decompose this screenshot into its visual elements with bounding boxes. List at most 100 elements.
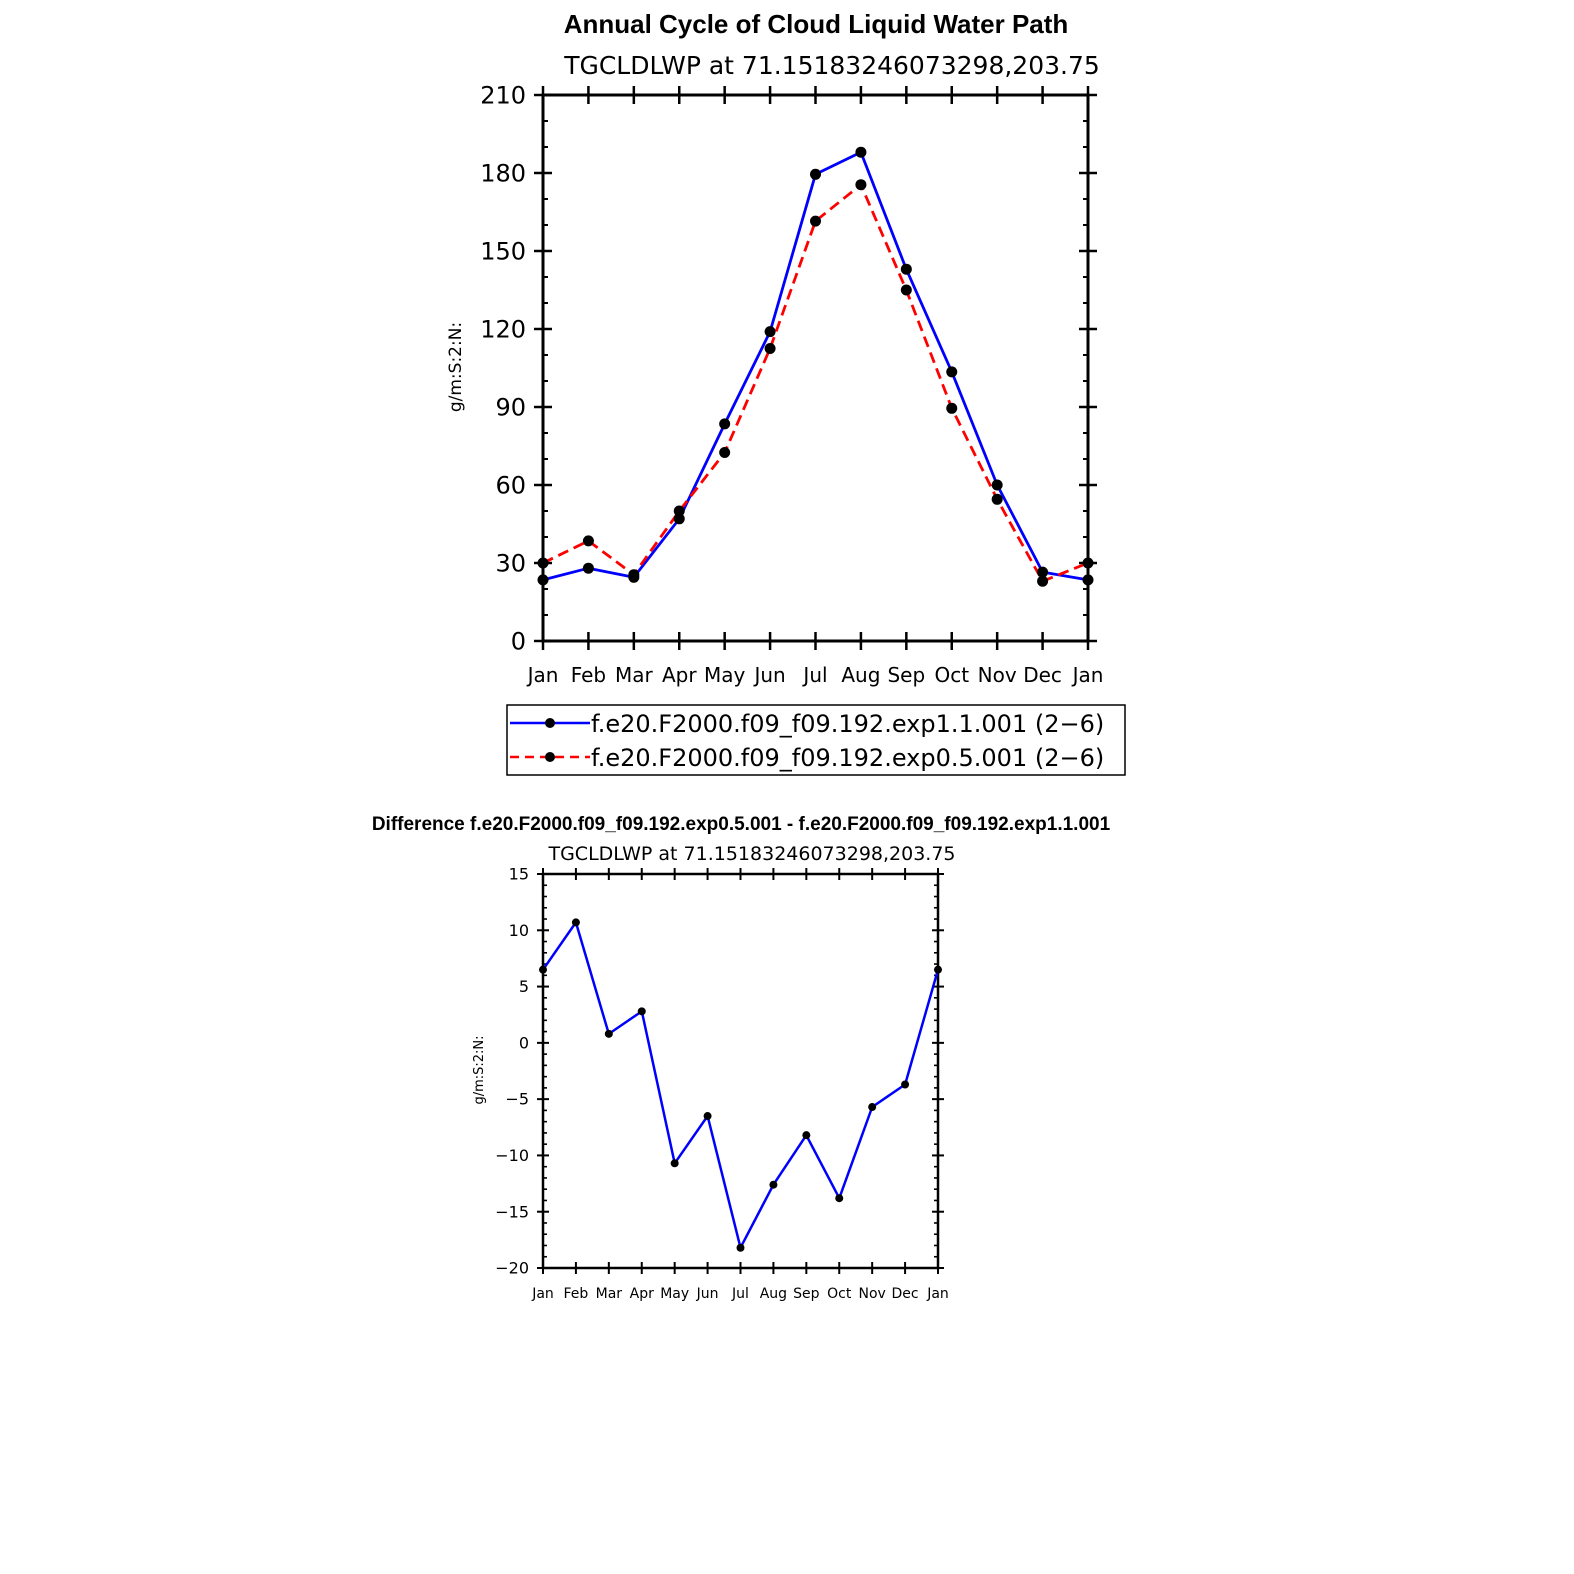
series-0-point [901,1080,910,1089]
x-tick-label: Jan [531,1286,554,1302]
x-tick-label: Nov [978,663,1017,687]
series-0-point [673,513,685,525]
x-tick-label: Oct [827,1286,852,1302]
y-tick-label: 180 [480,159,526,187]
x-tick-label: Aug [760,1286,787,1302]
chart2-subtitle: TGCLDLWP at 71.15183246073298,203.75 [547,843,955,865]
series-0-point [537,574,549,586]
series-0-point [946,366,958,378]
series-0-point [868,1103,877,1112]
y-tick-label: 210 [480,81,526,109]
y-tick-label: 0 [519,1033,529,1052]
series-0-point [719,418,731,430]
chart1-title: Annual Cycle of Cloud Liquid Water Path [564,9,1069,39]
series-1-point [1082,557,1094,569]
chart1-legend: f.e20.F2000.f09_f09.192.exp1.1.001 (2−6)… [506,704,1126,776]
legend-label-exp1: f.e20.F2000.f09_f09.192.exp1.1.001 (2−6) [591,710,1104,738]
series-1-point [855,179,867,191]
series-1-point [1037,575,1049,587]
series-0-point [670,1159,679,1168]
chart1-x-tick-labels: Jan Feb Mar Apr May Jun Jul Aug Sep Oct Nov Dec Jan [526,663,1104,687]
y-tick-label: −5 [505,1090,529,1109]
legend-box [506,704,1126,776]
legend-marker-exp1 [545,718,555,728]
x-tick-label: Apr [630,1286,654,1302]
x-tick-label: May [660,1286,689,1302]
chart2-ylabel: g/m:S:2:N: [472,1035,487,1104]
series-1-point [810,215,821,227]
series-0-point [571,918,580,927]
series-1-point [946,402,958,414]
chart2-y-tick-labels: −20 −15 −10 −5 0 5 10 15 [495,865,529,1278]
x-tick-label: Dec [892,1286,919,1302]
series-0-point [835,1194,844,1203]
legend-label-exp05: f.e20.F2000.f09_f09.192.exp0.5.001 (2−6) [591,744,1104,772]
series-0-point [604,1029,613,1038]
x-tick-label: Dec [1023,663,1062,687]
series-1-point [719,447,731,458]
x-tick-label: Oct [934,663,969,687]
series-0-point [855,146,867,158]
series-0-point [1082,574,1094,586]
series-1-point [900,284,912,296]
chart1-ylabel: g/m:S:2:N: [446,322,466,412]
x-tick-label: Sep [793,1286,820,1302]
y-tick-label: 0 [511,627,526,655]
series-0-point [934,965,942,974]
series-1-point [628,569,640,581]
series-0-point [1037,566,1049,578]
x-tick-label: Jul [731,1286,749,1302]
y-tick-label: 5 [519,977,529,996]
x-tick-label: Jan [926,1286,949,1302]
y-tick-label: 90 [495,393,526,421]
x-tick-label: Apr [662,663,697,687]
y-tick-label: 150 [480,237,526,265]
legend-marker-exp05 [545,752,555,762]
y-tick-label: −20 [495,1259,529,1278]
chart2-plot-frame [541,872,940,1270]
x-tick-label: Nov [859,1286,886,1302]
x-tick-label: Mar [615,663,654,687]
y-tick-label: −15 [495,1202,529,1221]
y-tick-label: 30 [495,549,526,577]
x-tick-label: Sep [887,663,925,687]
x-tick-label: Jul [801,663,827,687]
series-0-point [991,479,1003,491]
x-tick-label: Jan [526,663,559,687]
series-1-point [582,535,594,547]
y-tick-label: 60 [495,471,526,499]
x-tick-label: Aug [841,663,880,687]
x-tick-label: May [704,663,746,687]
y-tick-label: 15 [509,865,529,884]
x-tick-label: Mar [596,1286,623,1302]
series-0-point [736,1243,745,1252]
series-0-point [539,965,547,974]
y-tick-label: 120 [480,315,526,343]
y-tick-label: −10 [495,1146,529,1165]
x-tick-label: Jun [752,663,785,687]
chart1-subtitle: TGCLDLWP at 71.15183246073298,203.75 [563,51,1100,80]
series-0-point [582,562,594,574]
series-1-point [673,505,685,517]
chart-annual-cycle: Annual Cycle of Cloud Liquid Water Path … [446,9,1126,776]
chart2-title: Difference f.e20.F2000.f09_f09.192.exp0.… [372,814,1111,835]
series-line-0 [541,921,940,1249]
chart2-x-tick-labels: Jan Feb Mar Apr May Jun Jul Aug Sep Oct Nov Dec Jan [531,1286,949,1302]
x-tick-label: Feb [564,1286,589,1302]
series-0-point [703,1112,712,1121]
series-0-point [764,326,776,338]
series-1-point [537,557,549,569]
x-tick-label: Jun [696,1286,719,1302]
series-1-point [764,343,776,354]
chart2-ticks [537,868,944,1274]
series-1-point [991,493,1003,505]
y-tick-label: 10 [509,921,529,940]
series-0-point [769,1180,778,1189]
chart-difference: Difference f.e20.F2000.f09_f09.192.exp0.… [372,814,1111,1302]
chart1-series-group [537,146,1094,587]
series-0-point [802,1131,811,1140]
x-tick-label: Jan [1071,663,1104,687]
series-line-1 [542,183,1089,583]
chart1-y-tick-labels: 0 30 60 90 120 150 180 210 [480,81,526,655]
